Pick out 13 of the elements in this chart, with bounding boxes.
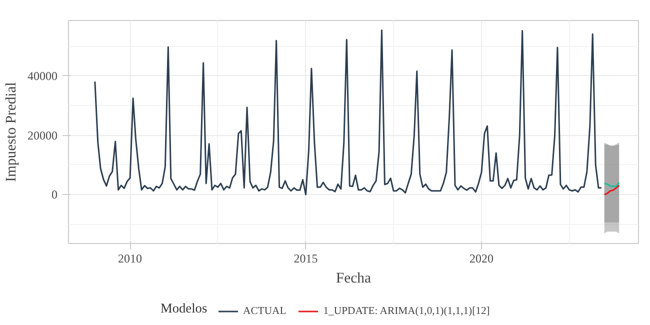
x-tick-label: 2020 xyxy=(470,252,494,266)
line-series xyxy=(94,30,602,196)
line-series xyxy=(604,184,620,196)
y-tick-label: 0 xyxy=(52,188,58,202)
legend-label: ACTUAL xyxy=(243,306,286,316)
legend-title: Modelos xyxy=(160,300,208,316)
legend-label: 1_UPDATE: ARIMA(1,0,1)(1,1,1)[12] xyxy=(323,306,490,316)
y-tick-label: 40000 xyxy=(28,68,58,83)
y-axis-title: Impuesto Predial xyxy=(4,82,20,182)
y-tick-label: 20000 xyxy=(28,128,58,142)
x-axis-title: Fecha xyxy=(336,270,372,286)
x-tick-label: 2010 xyxy=(118,252,142,266)
x-tick-label: 2015 xyxy=(294,252,318,266)
